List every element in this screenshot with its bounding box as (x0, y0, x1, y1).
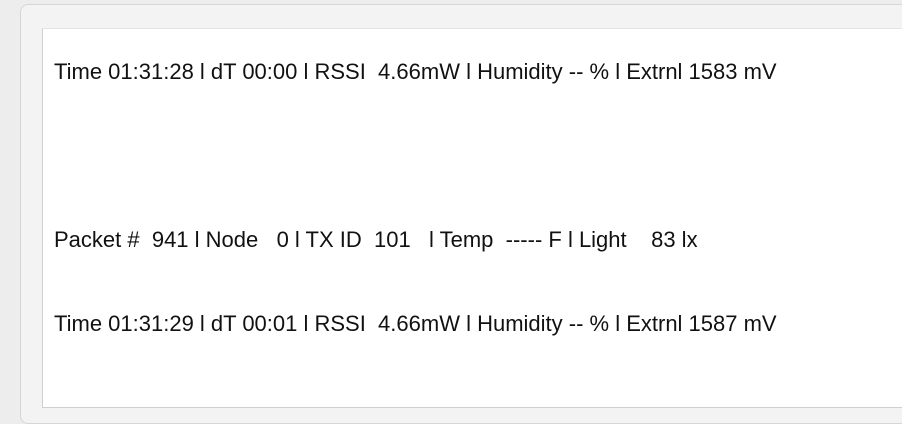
log-line: Time 01:31:28 l dT 00:00 l RSSI 4.66mW l… (54, 59, 777, 84)
log-content: Time 01:31:28 l dT 00:00 l RSSI 4.66mW l… (54, 29, 777, 407)
serial-log-output[interactable]: Time 01:31:28 l dT 00:00 l RSSI 4.66mW l… (42, 28, 902, 408)
log-line: Time 01:31:29 l dT 00:01 l RSSI 4.66mW l… (54, 311, 777, 336)
log-line: Packet # 941 l Node 0 l TX ID 101 l Temp… (54, 227, 698, 252)
log-line-blank (54, 394, 777, 407)
log-line-blank (54, 142, 777, 170)
